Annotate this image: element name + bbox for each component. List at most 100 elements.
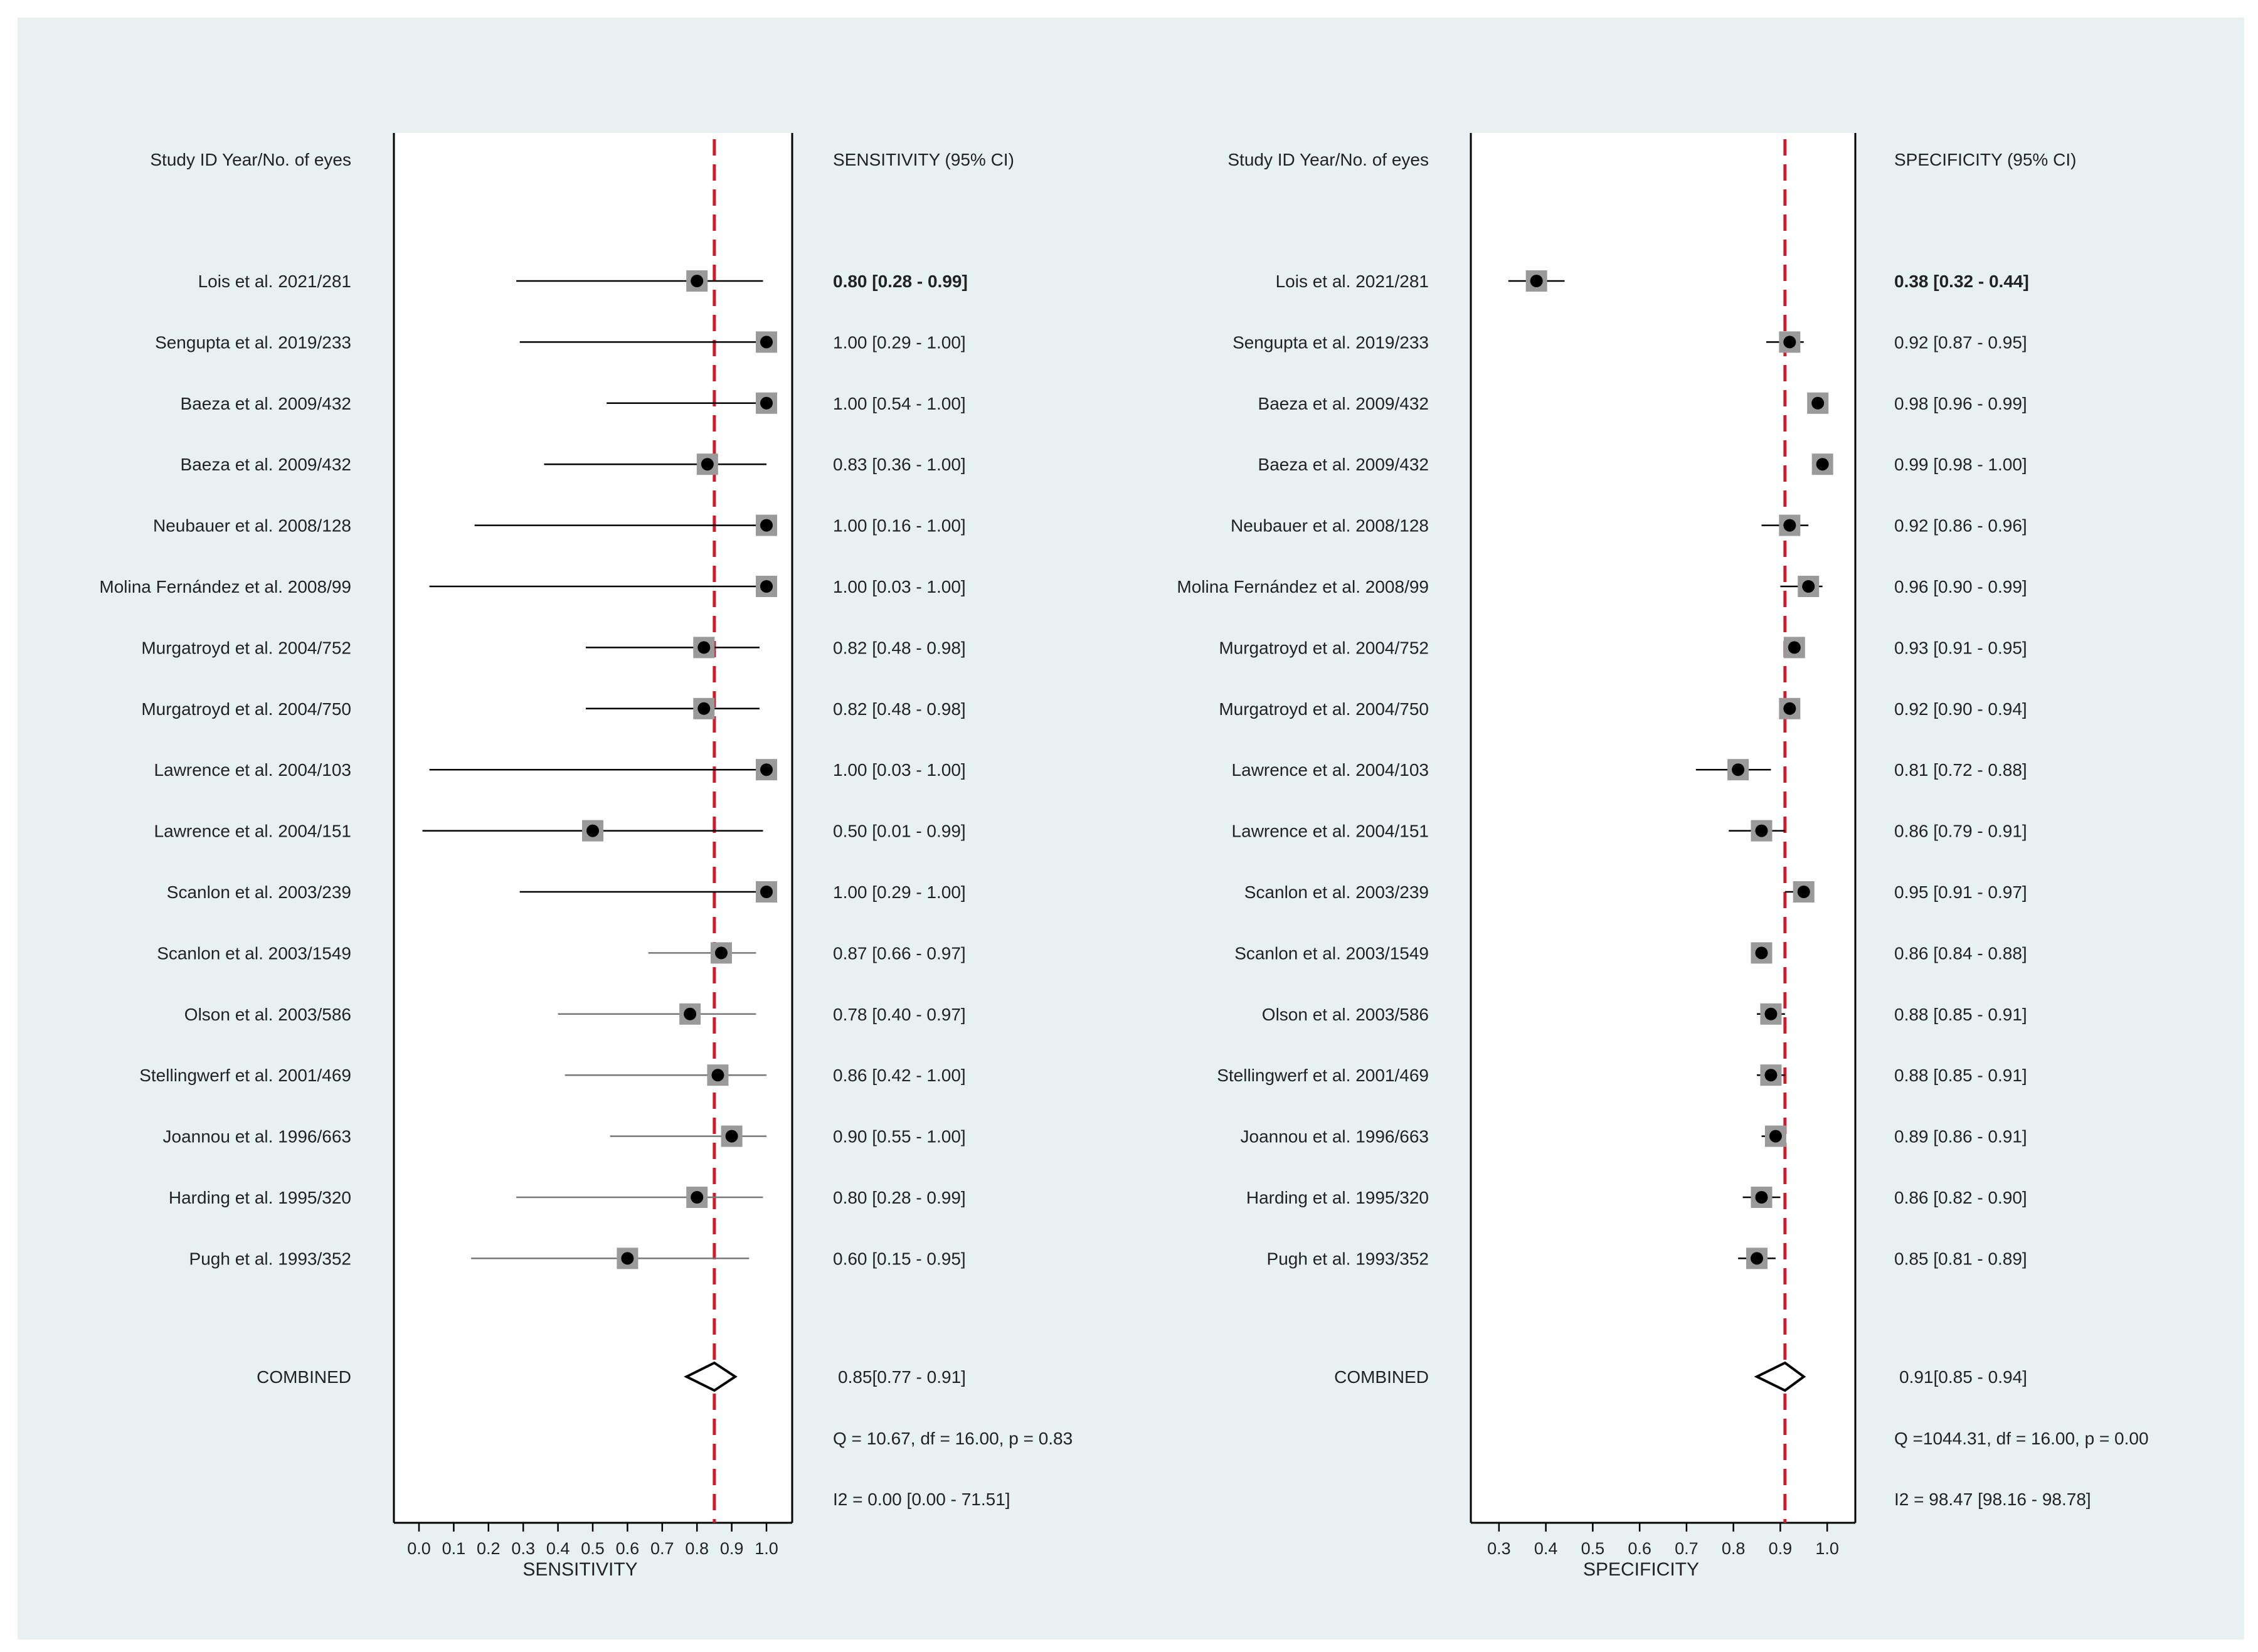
- point-estimate: [691, 275, 704, 287]
- point-estimate: [586, 824, 599, 837]
- study-label: Lawrence et al. 2004/151: [154, 822, 351, 841]
- point-estimate: [1755, 1191, 1768, 1204]
- study-estimate-text: 1.00 [0.29 - 1.00]: [833, 882, 966, 902]
- specificity-forest-panel: Study ID Year/No. of eyes SPECIFICITY (95…: [1177, 133, 2149, 1580]
- study-column-header: Study ID Year/No. of eyes: [1227, 150, 1429, 169]
- point-estimate: [697, 702, 711, 715]
- study-label: Olson et al. 2003/586: [1262, 1005, 1429, 1024]
- combined-estimate-diamond: [1754, 1361, 1806, 1392]
- study-estimate-text: 1.00 [0.29 - 1.00]: [833, 332, 966, 352]
- study-estimate-text: 0.99 [0.98 - 1.00]: [1894, 455, 2027, 474]
- study-estimate-text: 0.82 [0.48 - 0.98]: [833, 699, 966, 719]
- heterogeneity-statistic: I2 = 98.47 [98.16 - 98.78]: [1894, 1490, 2091, 1509]
- study-label: Scanlon et al. 2003/1549: [1234, 943, 1429, 963]
- point-estimate: [714, 946, 728, 960]
- study-label: Sengupta et al. 2019/233: [1232, 332, 1429, 352]
- study-label: Stellingwerf et al. 2001/469: [139, 1066, 351, 1085]
- plot-region-background: [18, 18, 2244, 1639]
- study-estimate-text: 0.98 [0.96 - 0.99]: [1894, 394, 2027, 413]
- point-estimate: [1783, 702, 1796, 715]
- point-estimate: [1769, 1130, 1782, 1143]
- study-label: Murgatroyd et al. 2004/752: [141, 638, 351, 657]
- study-estimate-text: 0.90 [0.55 - 1.00]: [833, 1127, 966, 1146]
- study-estimate-text: 1.00 [0.54 - 1.00]: [833, 394, 966, 413]
- study-label: Baeza et al. 2009/432: [181, 394, 351, 413]
- point-estimate: [684, 1007, 697, 1020]
- study-label: Murgatroyd et al. 2004/750: [141, 699, 351, 719]
- point-estimate: [697, 641, 711, 654]
- study-estimate-text: 1.00 [0.03 - 1.00]: [833, 577, 966, 596]
- study-estimate-text: 0.93 [0.91 - 0.95]: [1894, 638, 2027, 657]
- point-estimate: [691, 1191, 704, 1204]
- x-tick-label: 0.8: [685, 1539, 709, 1558]
- study-estimate-text: 0.81 [0.72 - 0.88]: [1894, 760, 2027, 780]
- study-estimate-text: 0.96 [0.90 - 0.99]: [1894, 577, 2027, 596]
- x-tick-label: 0.4: [1534, 1539, 1558, 1558]
- x-tick-label: 0.2: [477, 1539, 501, 1558]
- study-estimate-text: 0.86 [0.42 - 1.00]: [833, 1066, 966, 1085]
- point-estimate: [760, 886, 773, 898]
- plot-panel: [1471, 133, 1855, 1523]
- study-estimate-text: 0.80 [0.28 - 0.99]: [833, 272, 968, 291]
- study-estimate-text: 0.85 [0.81 - 0.89]: [1894, 1249, 2027, 1268]
- study-label: Stellingwerf et al. 2001/469: [1217, 1066, 1429, 1085]
- study-label: Harding et al. 1995/320: [1246, 1188, 1429, 1207]
- x-tick-label: 0.1: [442, 1539, 466, 1558]
- study-label: Pugh et al. 1993/352: [189, 1249, 351, 1268]
- x-tick-label: 0.7: [1675, 1539, 1699, 1558]
- point-estimate: [760, 763, 773, 776]
- point-estimate: [760, 519, 773, 532]
- point-estimate: [1755, 824, 1768, 837]
- point-estimate: [1783, 519, 1796, 532]
- x-tick-label: 0.8: [1722, 1539, 1746, 1558]
- x-tick-label: 0.3: [511, 1539, 535, 1558]
- point-estimate: [1797, 886, 1810, 898]
- point-estimate: [1764, 1007, 1778, 1020]
- point-estimate: [1816, 458, 1829, 471]
- study-label: Baeza et al. 2009/432: [1258, 394, 1429, 413]
- x-axis-title: SPECIFICITY: [1583, 1559, 1699, 1580]
- heterogeneity-statistic: I2 = 0.00 [0.00 - 71.51]: [833, 1490, 1010, 1509]
- study-label: Lawrence et al. 2004/151: [1232, 822, 1429, 841]
- study-estimate-text: 0.50 [0.01 - 0.99]: [833, 822, 966, 841]
- heterogeneity-statistic: Q =1044.31, df = 16.00, p = 0.00: [1894, 1429, 2149, 1448]
- x-tick-label: 0.3: [1487, 1539, 1511, 1558]
- study-label: Harding et al. 1995/320: [169, 1188, 351, 1207]
- study-label: Baeza et al. 2009/432: [181, 455, 351, 474]
- study-label: Pugh et al. 1993/352: [1267, 1249, 1429, 1268]
- x-tick-label: 0.9: [1769, 1539, 1793, 1558]
- study-label: Scanlon et al. 2003/1549: [157, 943, 351, 963]
- combined-estimate-text: 0.91[0.85 - 0.94]: [1899, 1367, 2027, 1387]
- sensitivity-forest-panel: Study ID Year/No. of eyes SENSITIVITY (95…: [99, 133, 1073, 1580]
- estimate-column-header: SPECIFICITY (95% CI): [1894, 150, 2076, 169]
- study-estimate-text: 0.86 [0.84 - 0.88]: [1894, 943, 2027, 963]
- point-estimate: [1783, 336, 1796, 349]
- x-tick-label: 1.0: [755, 1539, 778, 1558]
- point-estimate: [1802, 580, 1815, 593]
- study-estimate-text: 0.82 [0.48 - 0.98]: [833, 638, 966, 657]
- study-label: Molina Fernández et al. 2008/99: [99, 577, 351, 596]
- x-tick-label: 0.9: [720, 1539, 744, 1558]
- point-estimate: [1751, 1252, 1764, 1265]
- study-label: Sengupta et al. 2019/233: [155, 332, 351, 352]
- study-column-header: Study ID Year/No. of eyes: [150, 150, 351, 169]
- point-estimate: [711, 1069, 724, 1082]
- combined-label: COMBINED: [1334, 1367, 1429, 1387]
- point-estimate: [760, 396, 773, 410]
- x-tick-label: 0.6: [1628, 1539, 1651, 1558]
- x-tick-label: 0.4: [546, 1539, 570, 1558]
- combined-estimate-diamond: [684, 1361, 738, 1392]
- study-estimate-text: 0.88 [0.85 - 0.91]: [1894, 1066, 2027, 1085]
- study-estimate-text: 0.95 [0.91 - 0.97]: [1894, 882, 2027, 902]
- point-estimate: [701, 458, 714, 471]
- estimate-column-header: SENSITIVITY (95% CI): [833, 150, 1014, 169]
- point-estimate: [1530, 275, 1543, 287]
- study-estimate-text: 1.00 [0.16 - 1.00]: [833, 516, 966, 536]
- study-label: Joannou et al. 1996/663: [163, 1127, 351, 1146]
- x-tick-label: 0.7: [650, 1539, 674, 1558]
- point-estimate: [621, 1252, 634, 1265]
- study-label: Lois et al. 2021/281: [1276, 272, 1429, 291]
- study-label: Murgatroyd et al. 2004/752: [1219, 638, 1429, 657]
- study-estimate-text: 0.38 [0.32 - 0.44]: [1894, 272, 2029, 291]
